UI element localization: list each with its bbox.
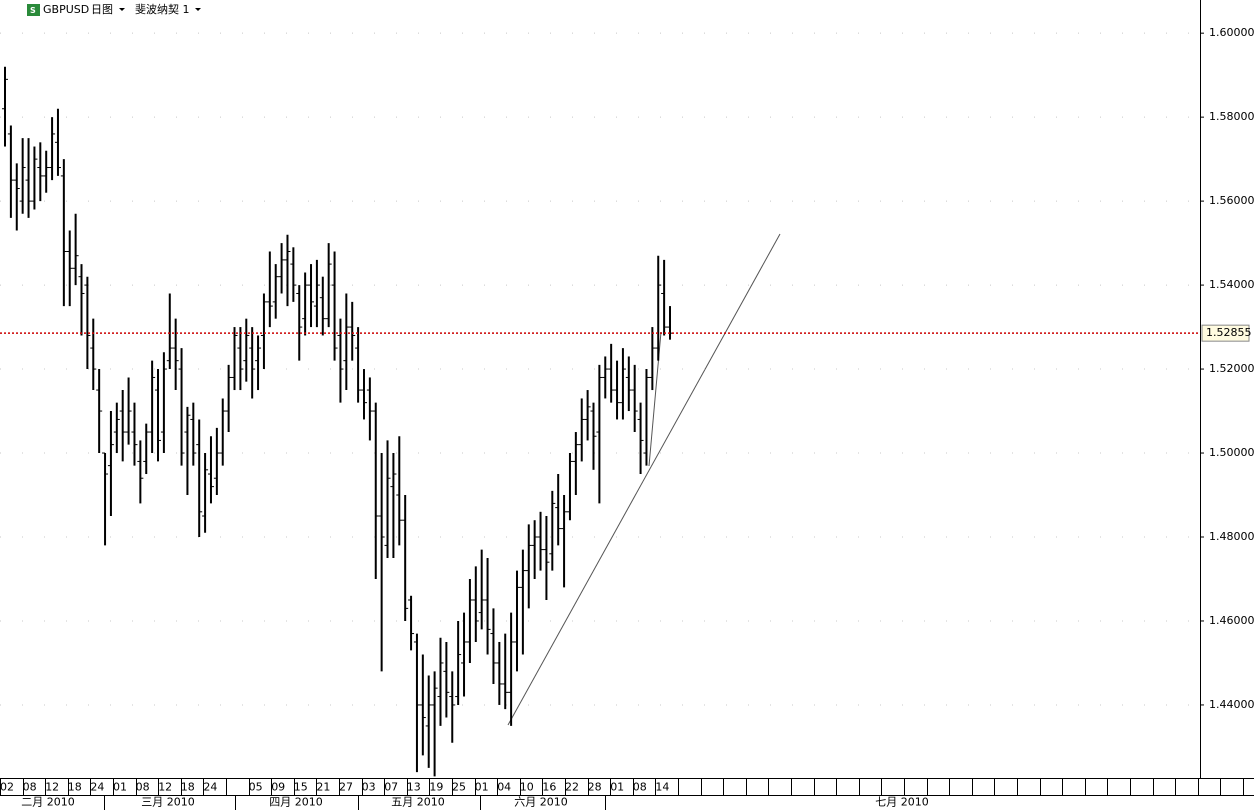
bars bbox=[2, 66, 674, 777]
last-price-box bbox=[1201, 324, 1250, 342]
x-tick-label: 02 bbox=[0, 781, 14, 794]
symbol-icon bbox=[27, 4, 40, 16]
trend-line[interactable] bbox=[507, 233, 781, 726]
month-label: 三月 2010 bbox=[141, 796, 195, 809]
x-tick-label: 01 bbox=[475, 781, 489, 794]
y-tick-label: 1.46000 bbox=[1209, 614, 1254, 627]
x-tick-label: 12 bbox=[158, 781, 172, 794]
x-tick-label: 10 bbox=[520, 781, 534, 794]
x-tick-label: 22 bbox=[565, 781, 579, 794]
x-tick-label: 08 bbox=[633, 781, 647, 794]
symbol[interactable]: GBPUSD bbox=[43, 3, 89, 16]
x-tick-label: 27 bbox=[339, 781, 353, 794]
x-tick-label: 15 bbox=[294, 781, 308, 794]
x-tick-label: 19 bbox=[429, 781, 443, 794]
x-tick-label: 08 bbox=[136, 781, 150, 794]
y-tick-label: 1.58000 bbox=[1209, 110, 1254, 123]
y-tick-label: 1.60000 bbox=[1209, 26, 1254, 39]
last-price-label: 1.52855 bbox=[1206, 326, 1252, 339]
header[interactable]: S GBPUSD 日图 斐波纳契 1 bbox=[27, 2, 201, 16]
x-tick-label: 24 bbox=[203, 781, 217, 794]
study[interactable]: 斐波纳契 1 bbox=[135, 2, 190, 16]
x-tick-label: 03 bbox=[362, 781, 376, 794]
x-tick-label: 12 bbox=[45, 781, 59, 794]
dropdown-arrow[interactable] bbox=[119, 8, 125, 11]
x-tick-label: 16 bbox=[542, 781, 556, 794]
month-label: 四月 2010 bbox=[269, 796, 323, 809]
x-tick-label: 25 bbox=[452, 781, 466, 794]
x-tick-label: 21 bbox=[316, 781, 330, 794]
y-tick-label: 1.54000 bbox=[1209, 278, 1254, 291]
x-tick-label: 14 bbox=[655, 781, 669, 794]
x-tick-label: 18 bbox=[68, 781, 82, 794]
y-tick-label: 1.52000 bbox=[1209, 362, 1254, 375]
x-tick-label: 13 bbox=[407, 781, 421, 794]
y-tick-label: 1.50000 bbox=[1209, 446, 1254, 459]
x-tick-label: 09 bbox=[271, 781, 285, 794]
x-tick-label: 01 bbox=[610, 781, 624, 794]
x-tick-label: 07 bbox=[384, 781, 398, 794]
x-tick-label: 24 bbox=[90, 781, 104, 794]
month-label: 五月 2010 bbox=[391, 796, 445, 809]
x-tick-label: 08 bbox=[23, 781, 37, 794]
x-tick-label: 28 bbox=[588, 781, 602, 794]
icon-glyph: S bbox=[30, 6, 36, 15]
x-tick-label: 01 bbox=[113, 781, 127, 794]
dropdown-arrow[interactable] bbox=[195, 8, 201, 11]
y-tick-label: 1.56000 bbox=[1209, 194, 1254, 207]
month-label: 七月 2010 bbox=[875, 796, 929, 809]
x-tick-label: 18 bbox=[181, 781, 195, 794]
month-label: 六月 2010 bbox=[514, 796, 568, 809]
month-label: 二月 2010 bbox=[21, 796, 75, 809]
x-tick-label: 05 bbox=[249, 781, 263, 794]
y-tick-label: 1.48000 bbox=[1209, 530, 1254, 543]
x-tick-label: 04 bbox=[497, 781, 511, 794]
y-tick-label: 1.44000 bbox=[1209, 698, 1254, 711]
timeframe[interactable]: 日图 bbox=[91, 3, 113, 16]
